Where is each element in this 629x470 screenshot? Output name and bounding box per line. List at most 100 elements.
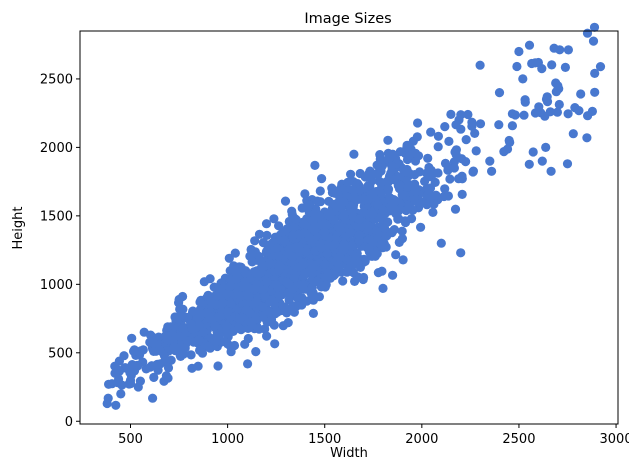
x-tick-label: 500 [118,432,143,447]
data-point [537,156,547,166]
data-point [222,289,232,299]
data-point [368,189,378,199]
data-point [423,153,433,163]
data-point [377,188,387,198]
data-point [413,118,423,128]
data-point [116,389,126,399]
data-point [117,380,127,390]
data-point [199,277,209,287]
data-point [107,379,117,389]
data-point [355,185,365,195]
chart-title: Image Sizes [304,11,391,27]
data-point [258,238,268,248]
data-point [287,209,297,220]
data-point [590,68,600,78]
data-point [251,347,261,357]
data-point [288,303,298,313]
data-point [359,207,369,217]
x-tick-label: 1500 [308,432,341,447]
data-point [504,135,514,146]
data-point [149,372,159,382]
data-point [278,227,288,237]
data-point [223,307,233,317]
data-point [485,156,495,166]
data-point [350,276,360,286]
data-point [563,45,574,55]
data-point [560,62,571,72]
data-point [383,184,394,194]
data-point [524,159,534,169]
data-point [436,238,446,248]
data-point [391,250,401,260]
data-point [307,263,317,273]
data-point [148,393,158,403]
data-point [514,46,524,57]
data-point [269,214,279,224]
y-tick-label: 1000 [40,278,73,293]
data-point [183,336,193,346]
data-point [542,92,552,102]
data-point [383,135,393,145]
data-point [125,375,136,385]
data-point [163,363,174,373]
data-point [433,168,443,178]
data-point [287,284,298,294]
data-point [412,132,422,142]
data-point [411,148,421,158]
data-point [342,267,353,277]
data-point [244,292,254,302]
data-point [229,340,240,351]
data-point [102,398,112,409]
data-point [273,251,283,261]
data-point [274,265,284,275]
data-point [282,277,292,288]
data-point [229,265,240,275]
data-point [240,339,250,349]
data-point [210,321,220,331]
data-point [203,341,214,351]
data-point [388,199,398,209]
data-point [388,270,398,280]
data-point [138,345,148,355]
data-point [174,294,184,305]
data-point [231,275,241,285]
data-point [224,253,234,263]
data-point [576,89,586,99]
data-point [563,109,573,119]
data-point [139,327,149,337]
data-point [444,136,454,146]
data-point [288,252,298,262]
data-point [213,361,223,371]
data-point [433,131,443,141]
data-point [382,177,392,187]
data-point [193,361,203,371]
data-point [133,382,143,392]
data-point [162,335,172,345]
data-point [552,107,563,117]
plot-frame [79,30,619,425]
data-point [339,197,349,207]
data-point [180,343,190,353]
data-point [317,174,327,184]
data-point [197,348,208,358]
data-point [340,242,350,252]
data-point [235,314,245,324]
data-point [119,351,129,361]
data-point [387,228,397,238]
data-point [187,323,197,334]
data-point [226,281,236,291]
data-point [320,227,330,237]
data-point [298,260,308,270]
data-point [222,321,232,331]
data-point [258,302,268,312]
data-point [308,215,318,226]
data-point [186,350,196,360]
data-point [352,195,362,205]
data-point [299,219,309,230]
data-point [314,292,324,302]
data-point [270,339,280,349]
data-point [247,257,257,267]
data-point [250,283,260,293]
data-point [467,117,477,127]
data-point [494,120,504,130]
